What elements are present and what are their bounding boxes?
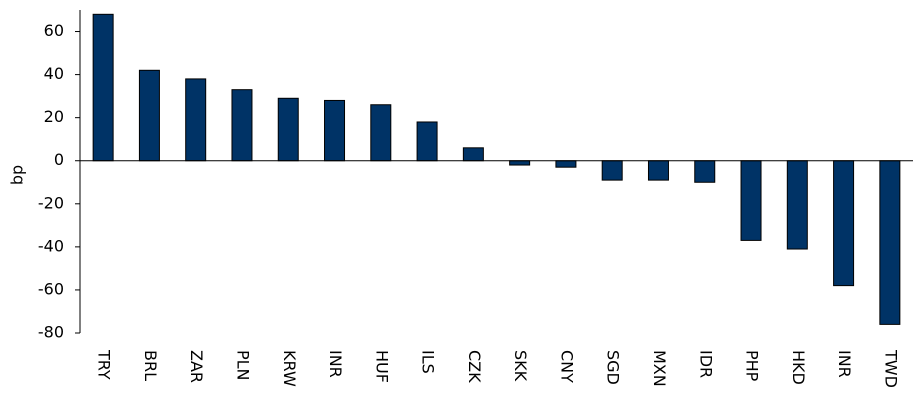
y-tick-label: 20 — [44, 107, 64, 126]
bar — [601, 160, 623, 181]
x-tick-label: CNY — [557, 350, 576, 383]
y-tick-label: -40 — [38, 236, 64, 255]
y-tick-label: 60 — [44, 21, 64, 40]
bar — [647, 160, 669, 181]
x-tick-label: ZAR — [187, 350, 206, 383]
bar — [740, 160, 762, 241]
bar — [138, 69, 160, 162]
x-tick-label: SKK — [511, 350, 530, 382]
bar — [509, 160, 531, 166]
y-tick-label: -20 — [38, 193, 64, 212]
y-tick-label: 40 — [44, 64, 64, 83]
x-tick-label: PHP — [743, 350, 762, 382]
bar — [694, 160, 716, 183]
x-tick-label: HUF — [372, 350, 391, 383]
x-tick-label: CZK — [465, 350, 484, 383]
bar — [277, 97, 299, 162]
bar — [92, 13, 114, 162]
x-tick-label: ILS — [419, 350, 438, 374]
y-axis-label: bp — [8, 165, 27, 185]
x-tick-label: TRY — [95, 349, 114, 380]
y-tick-label: -80 — [38, 323, 64, 342]
x-tick-label: IDR — [696, 350, 715, 378]
bar — [833, 160, 855, 287]
x-tick-label: TWD — [881, 349, 900, 388]
x-tick-label: MXN — [650, 350, 669, 387]
bar — [185, 78, 207, 162]
x-tick-label: BRL — [141, 350, 160, 381]
y-tick-label: -60 — [38, 279, 64, 298]
x-tick-label: KRW — [280, 350, 299, 387]
y-tick-label: 0 — [54, 150, 64, 169]
bar — [416, 121, 438, 162]
x-tick-label: PLN — [233, 350, 252, 381]
bar — [462, 147, 484, 162]
x-tick-label: HKD — [789, 350, 808, 385]
bar — [879, 160, 901, 325]
bar — [370, 104, 392, 162]
x-tick-label: INR — [326, 350, 345, 378]
bar — [555, 160, 577, 168]
x-tick-label: INR — [835, 350, 854, 378]
bar — [231, 89, 253, 162]
bar — [324, 99, 346, 162]
bar — [786, 160, 808, 250]
x-tick-label: SGD — [604, 350, 623, 385]
